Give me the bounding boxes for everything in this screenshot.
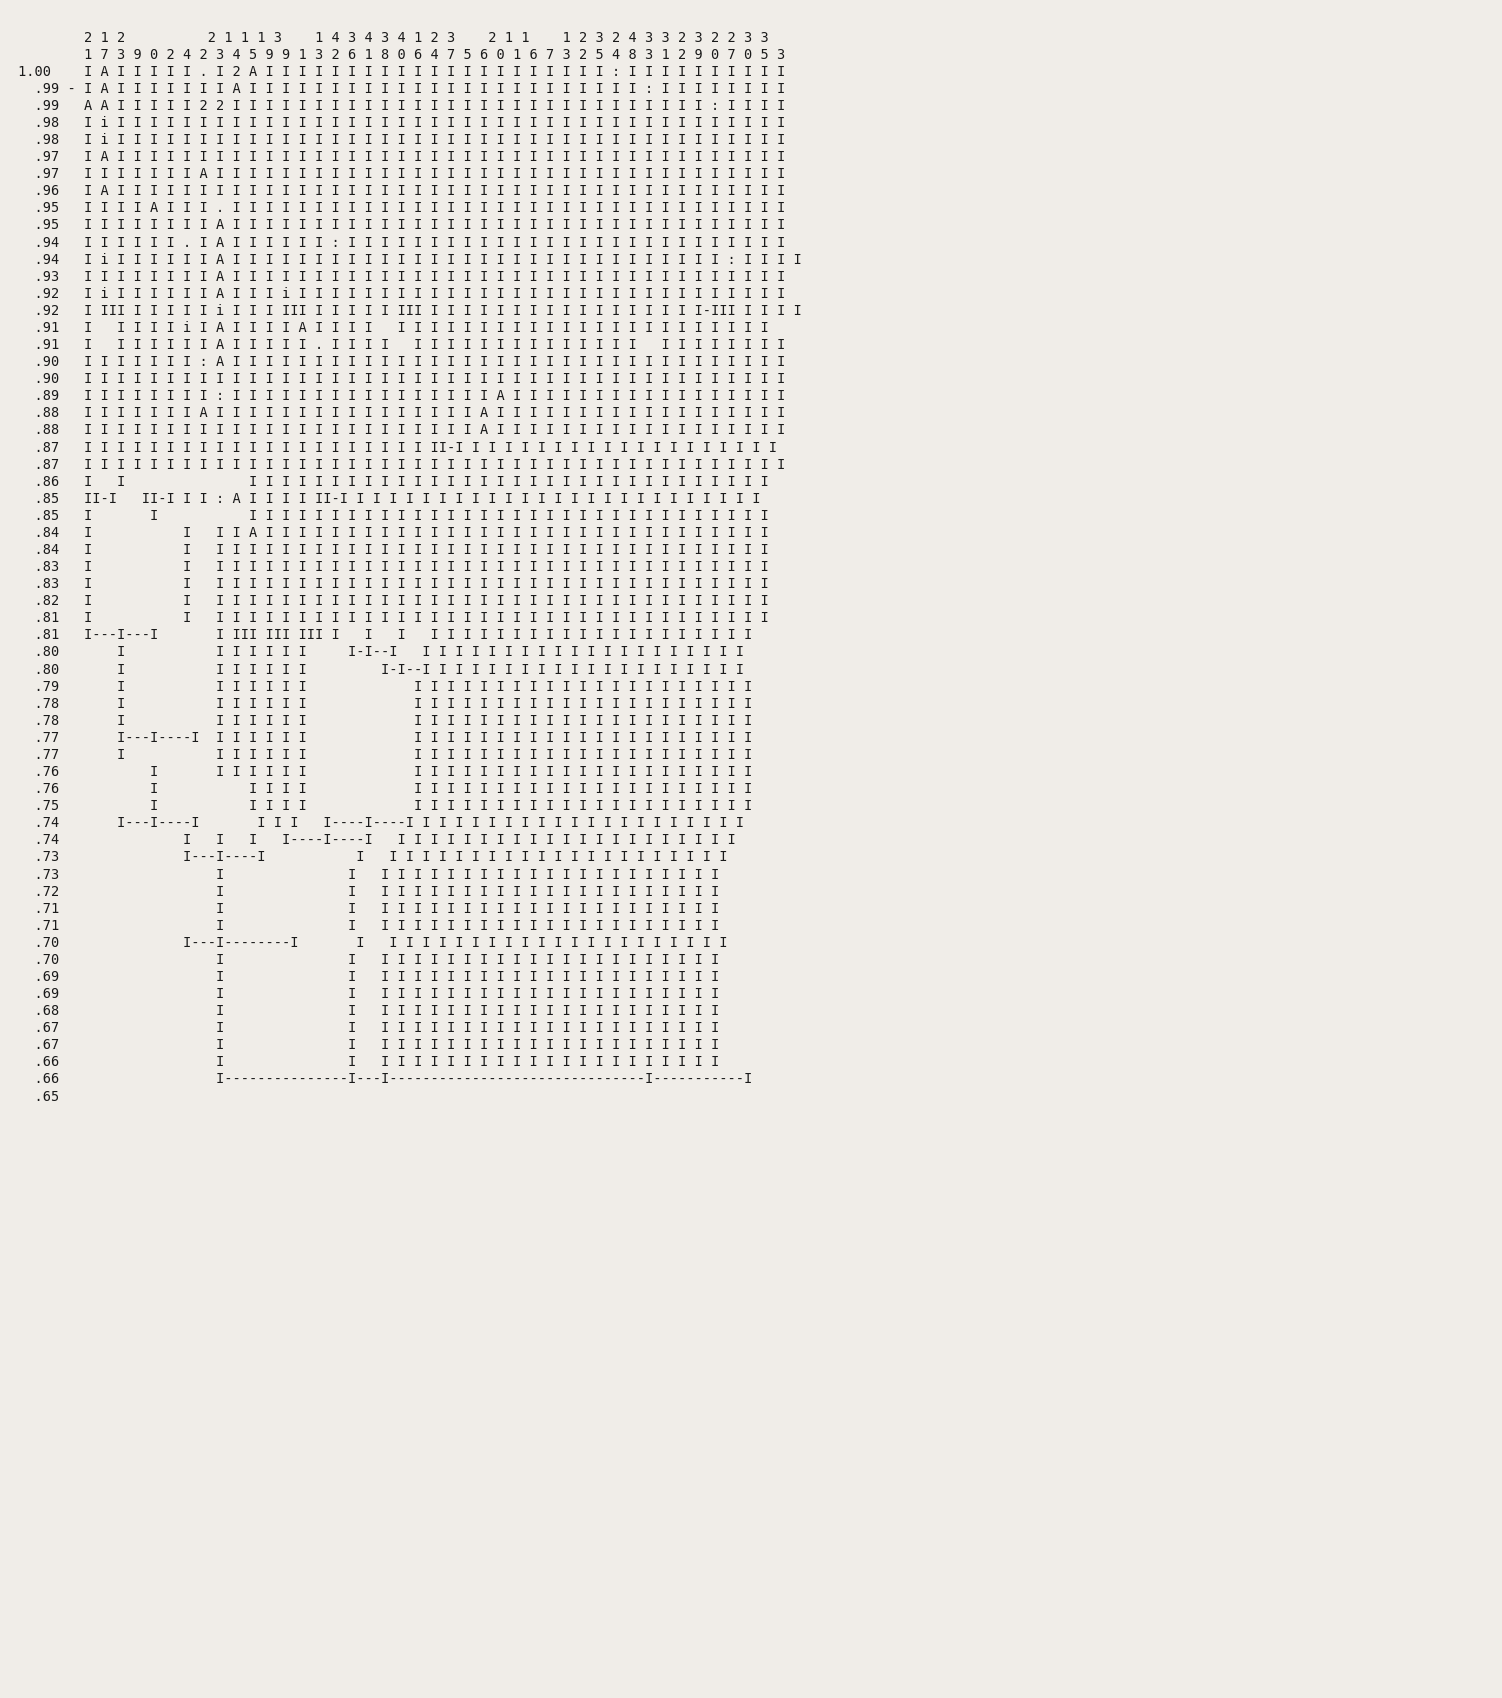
Text: 2 1 2          2 1 1 1 3    1 4 3 4 3 4 1 2 3    2 1 1    1 2 3 2 4 3 3 2 3 2 2 : 2 1 2 2 1 1 1 3 1 4 3 4 3 4 1 2 3 2 1 1 … [18,31,802,1104]
